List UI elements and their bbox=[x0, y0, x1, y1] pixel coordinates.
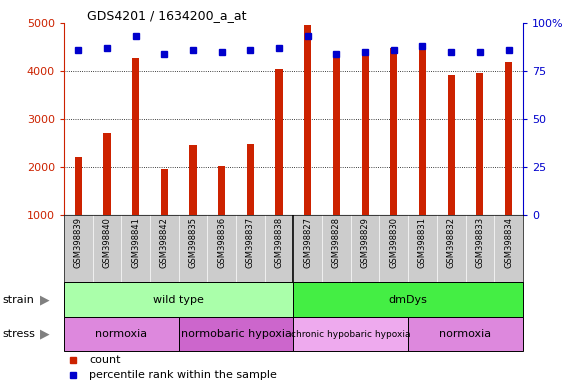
Text: GDS4201 / 1634200_a_at: GDS4201 / 1634200_a_at bbox=[87, 9, 246, 22]
Bar bbox=[447, 75, 455, 215]
Bar bbox=[179, 317, 293, 351]
Text: stress: stress bbox=[3, 329, 36, 339]
Text: count: count bbox=[89, 356, 121, 366]
Text: GSM398834: GSM398834 bbox=[504, 217, 513, 268]
Text: GSM398828: GSM398828 bbox=[332, 217, 341, 268]
Bar bbox=[64, 282, 293, 317]
Bar bbox=[361, 53, 369, 215]
Text: GSM398838: GSM398838 bbox=[275, 217, 284, 268]
Bar bbox=[161, 169, 168, 215]
Text: GSM398830: GSM398830 bbox=[389, 217, 399, 268]
Bar bbox=[75, 157, 82, 215]
Text: GSM398833: GSM398833 bbox=[475, 217, 485, 268]
Text: dmDys: dmDys bbox=[389, 295, 428, 305]
Bar bbox=[189, 146, 196, 215]
Text: GSM398827: GSM398827 bbox=[303, 217, 312, 268]
Text: ▶: ▶ bbox=[40, 328, 49, 341]
Bar bbox=[333, 58, 340, 215]
Bar bbox=[408, 317, 523, 351]
Text: GSM398832: GSM398832 bbox=[447, 217, 456, 268]
Bar bbox=[103, 134, 110, 215]
Text: normobaric hypoxia: normobaric hypoxia bbox=[181, 329, 292, 339]
Text: GSM398831: GSM398831 bbox=[418, 217, 427, 268]
Text: GSM398837: GSM398837 bbox=[246, 217, 255, 268]
Bar bbox=[64, 317, 179, 351]
Text: GSM398829: GSM398829 bbox=[361, 217, 370, 268]
Bar bbox=[304, 25, 311, 215]
Text: GSM398841: GSM398841 bbox=[131, 217, 140, 268]
Bar bbox=[247, 144, 254, 215]
Text: ▶: ▶ bbox=[40, 293, 49, 306]
Bar bbox=[218, 166, 225, 215]
Text: normoxia: normoxia bbox=[439, 329, 492, 339]
Bar bbox=[505, 62, 512, 215]
Text: chronic hypobaric hypoxia: chronic hypobaric hypoxia bbox=[291, 329, 411, 339]
Text: wild type: wild type bbox=[153, 295, 204, 305]
Bar bbox=[293, 282, 523, 317]
Text: GSM398840: GSM398840 bbox=[102, 217, 112, 268]
Bar bbox=[390, 48, 397, 215]
Bar bbox=[476, 73, 483, 215]
Text: percentile rank within the sample: percentile rank within the sample bbox=[89, 370, 277, 380]
Text: normoxia: normoxia bbox=[95, 329, 148, 339]
Bar bbox=[132, 58, 139, 215]
Bar bbox=[293, 317, 408, 351]
Text: GSM398842: GSM398842 bbox=[160, 217, 169, 268]
Text: strain: strain bbox=[3, 295, 35, 305]
Text: GSM398839: GSM398839 bbox=[74, 217, 83, 268]
Bar bbox=[275, 69, 282, 215]
Bar bbox=[419, 47, 426, 215]
Text: GSM398836: GSM398836 bbox=[217, 217, 226, 268]
Text: GSM398835: GSM398835 bbox=[188, 217, 198, 268]
